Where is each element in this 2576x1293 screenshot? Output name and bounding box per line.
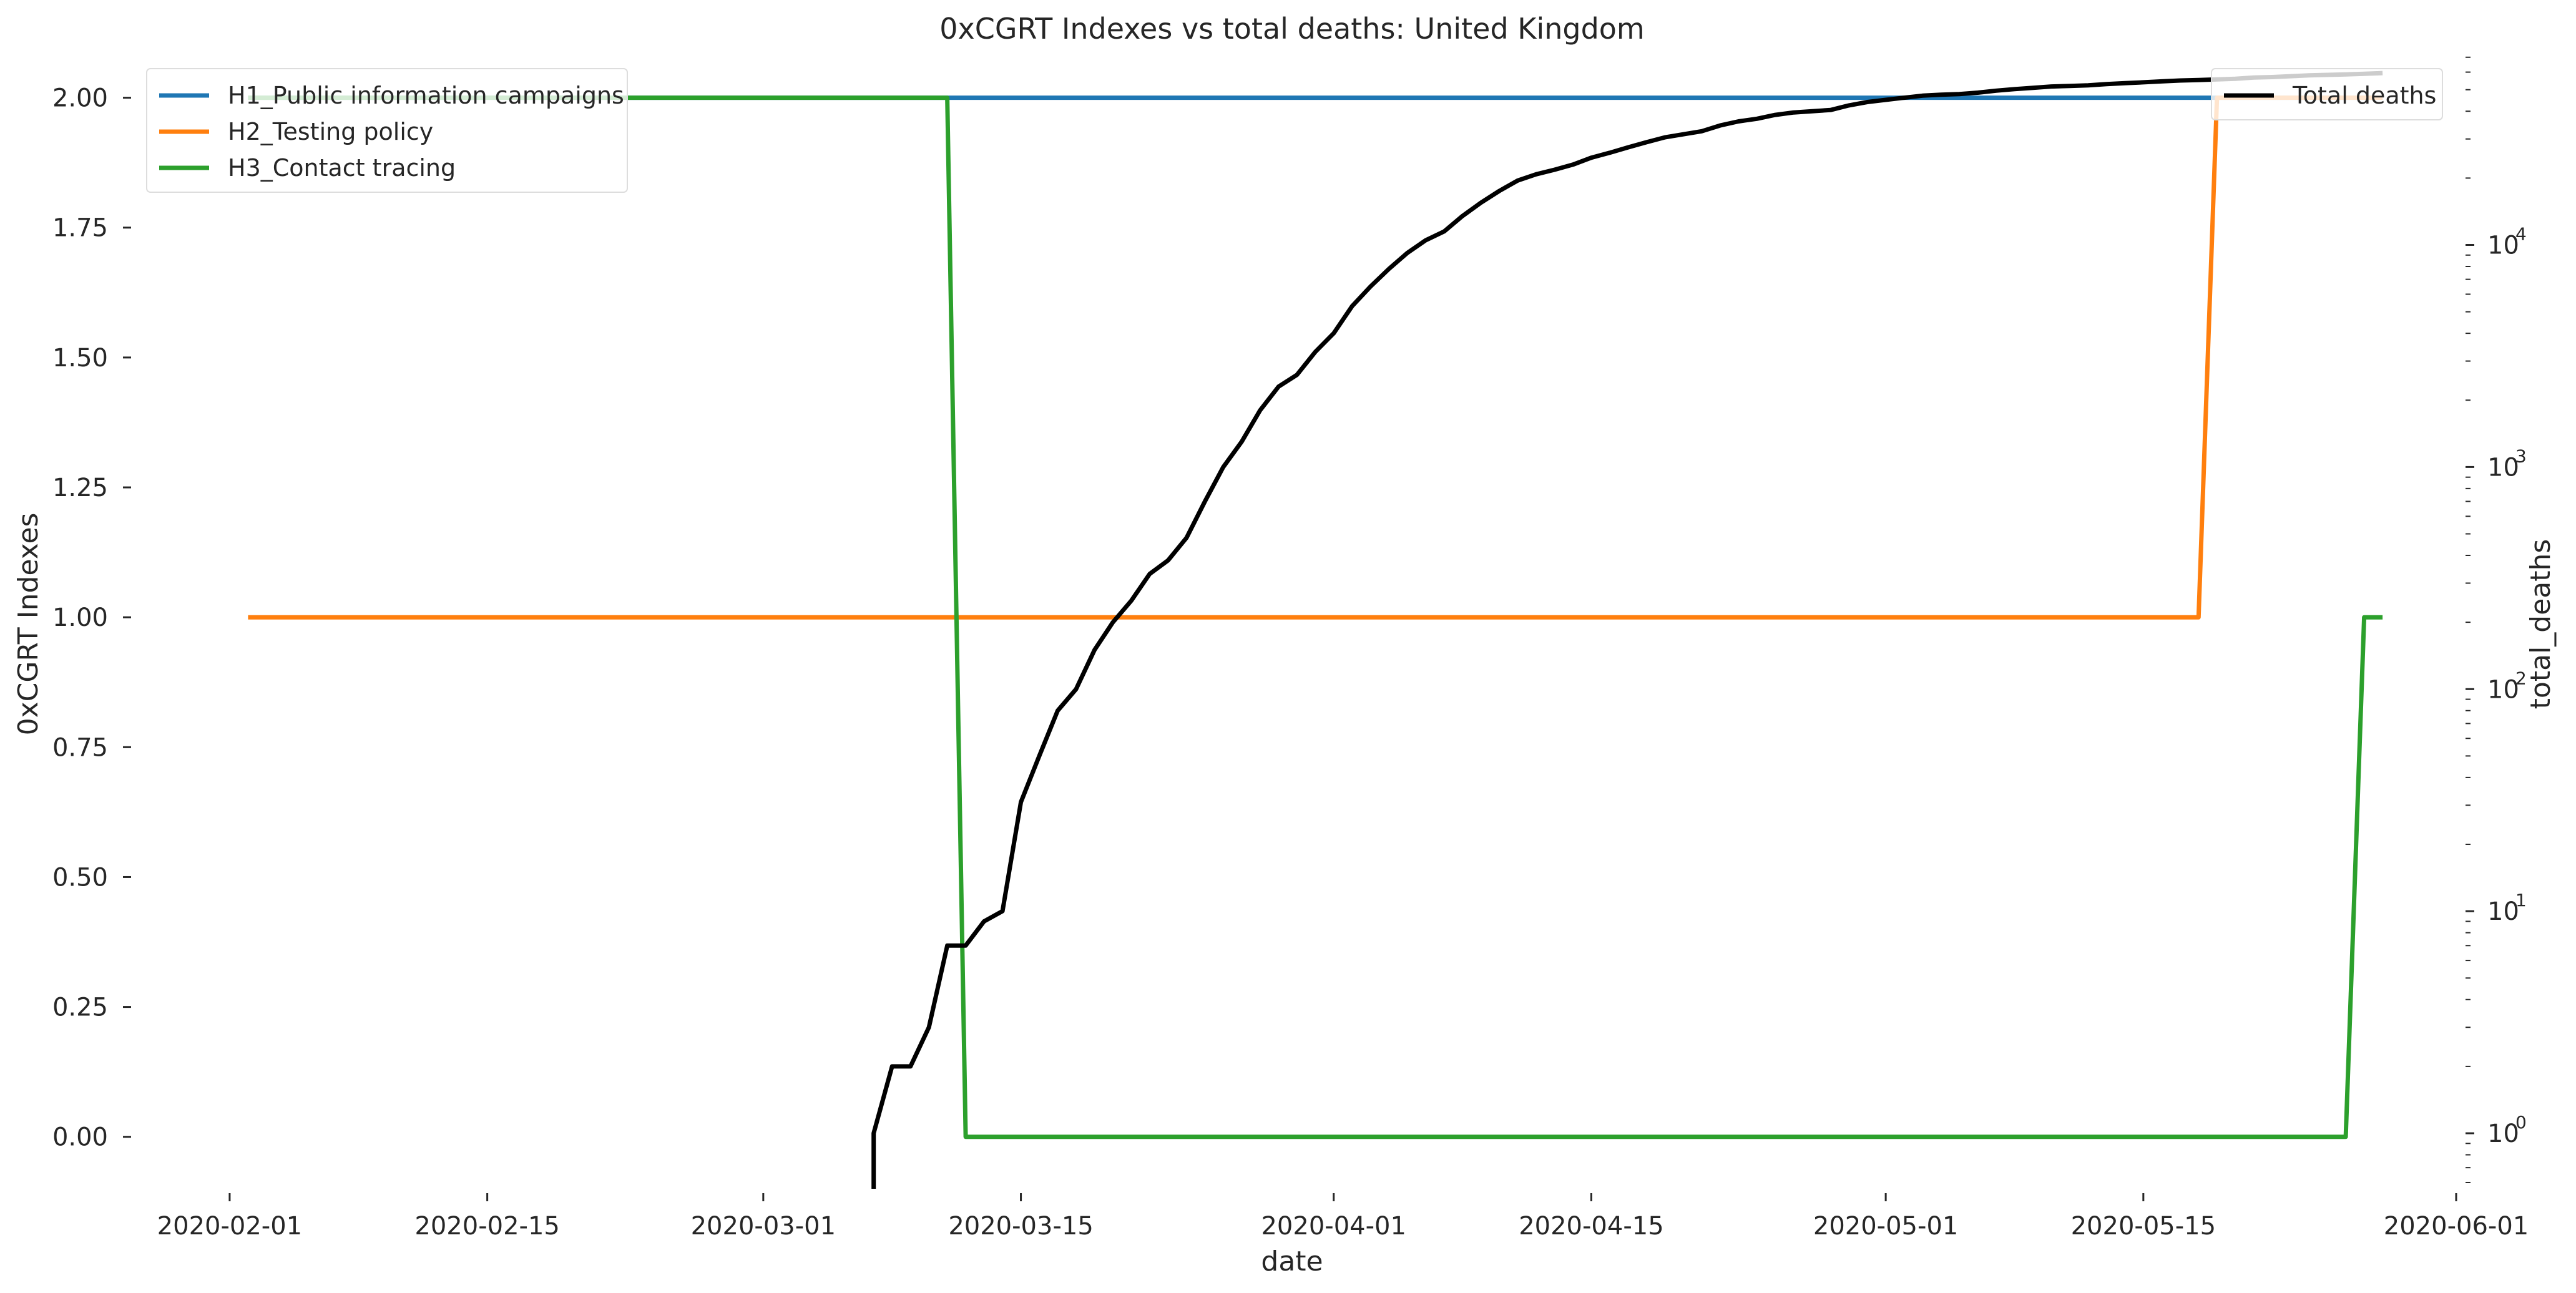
x-axis-title: date (1261, 1246, 1323, 1277)
x-tick-label: 2020-02-01 (157, 1212, 302, 1241)
legend-label: Total deaths (2292, 82, 2436, 109)
y-right-tick-exponent: 2 (2515, 668, 2527, 688)
series-layer (248, 71, 2383, 1189)
x-tick-label: 2020-03-01 (691, 1212, 836, 1241)
y-left-tick-label: 0.00 (52, 1123, 108, 1152)
y-left-tick-label: 0.25 (52, 993, 108, 1022)
y-left-tick-label: 1.75 (52, 214, 108, 243)
legend-left: H1_Public information campaigns H2_Testin… (146, 68, 628, 193)
legend-label: H2_Testing policy (228, 118, 433, 145)
legend-label: H1_Public information campaigns (228, 82, 624, 109)
y-left-tick-label: 1.50 (52, 344, 108, 373)
y-right-tick-label: 10 (2487, 232, 2519, 260)
legend-right: Total deaths (2211, 68, 2443, 120)
y-axis-left-title: 0xCGRT Indexes (12, 513, 44, 736)
x-tick-label: 2020-03-15 (948, 1212, 1093, 1241)
legend-frame (2211, 68, 2443, 120)
y-right-tick-exponent: 4 (2515, 224, 2527, 245)
x-tick-label: 2020-04-01 (1261, 1212, 1406, 1241)
y-left-tick-label: 2.00 (52, 84, 108, 113)
y-right-tick-exponent: 3 (2515, 446, 2527, 466)
x-tick-label: 2020-05-15 (2071, 1212, 2216, 1241)
series-line-h3-contact-tracing (248, 95, 2383, 1139)
y-right-tick-label: 10 (2487, 675, 2519, 704)
legend-label: H3_Contact tracing (228, 154, 456, 182)
y-right-tick-label: 10 (2487, 897, 2519, 926)
y-right-tick-label: 10 (2487, 1120, 2519, 1148)
x-axis: 2020-02-01 2020-02-15 2020-03-01 2020-03-15… (157, 1193, 2529, 1241)
left-axis: 0.00 0.25 0.50 0.75 1.00 1.25 1.50 1.75 2.00 (52, 84, 131, 1152)
series-line-total-deaths (871, 71, 2383, 1189)
y-left-tick-label: 1.00 (52, 603, 108, 632)
y-axis-right-title: total_deaths (2525, 539, 2557, 710)
chart-title: 0xCGRT Indexes vs total deaths: United K… (939, 12, 1645, 46)
x-tick-label: 2020-02-15 (414, 1212, 559, 1241)
x-tick-label: 2020-04-15 (1519, 1212, 1663, 1241)
x-tick-label: 2020-05-01 (1813, 1212, 1958, 1241)
y-left-tick-label: 0.50 (52, 863, 108, 892)
legend-frame (146, 68, 628, 193)
y-left-tick-label: 1.25 (52, 474, 108, 502)
y-left-tick-label: 0.75 (52, 733, 108, 762)
y-right-tick-exponent: 0 (2515, 1112, 2527, 1133)
y-right-tick-label: 10 (2487, 453, 2519, 482)
y-right-tick-exponent: 1 (2515, 890, 2527, 910)
x-tick-label: 2020-06-01 (2384, 1212, 2529, 1241)
